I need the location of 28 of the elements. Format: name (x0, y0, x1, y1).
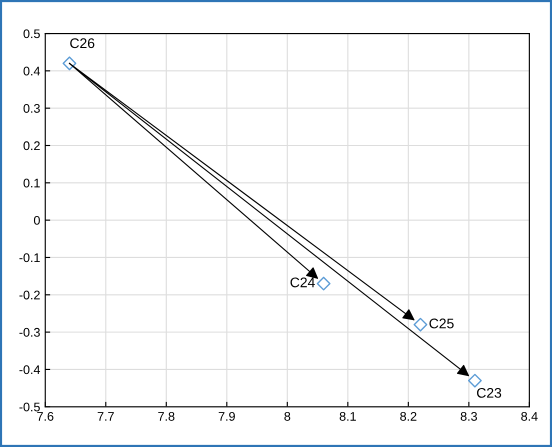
y-tick-label: 0.5 (24, 29, 40, 38)
x-tick-label: 8.4 (521, 412, 538, 421)
x-tick-label: 8 (284, 412, 290, 421)
x-tick-label: 8.3 (460, 412, 477, 421)
point (316, 276, 331, 291)
y-tick-label: -0.3 (19, 328, 40, 337)
x-tick-label: 7.7 (98, 412, 114, 421)
y-tick-label: -0.5 (19, 402, 40, 412)
x-tick-label: 8.1 (340, 412, 356, 421)
y-tick-label: -0.4 (19, 365, 40, 374)
y-tick-label: -0.1 (19, 253, 40, 262)
y-tick-label: 0.3 (24, 104, 40, 113)
x-tick-label: 8.2 (400, 412, 416, 421)
annotation: C24 (290, 277, 315, 288)
annotation: C25 (429, 318, 454, 328)
y-tick-label: 0.2 (24, 141, 40, 150)
y-tick-label: -0.2 (19, 290, 40, 300)
y-tick-label: 0.1 (24, 178, 40, 188)
x-tick-label: 7.9 (218, 412, 235, 421)
y-tick-label: 0 (34, 216, 40, 225)
point (62, 56, 76, 70)
y-tick-label: 0.4 (24, 66, 40, 76)
annotation: C26 (70, 38, 94, 48)
x-tick-label: 7.8 (158, 412, 174, 421)
annotation: C23 (477, 388, 502, 398)
x-tick-label: 7.6 (37, 412, 54, 421)
point (468, 374, 482, 388)
point (414, 318, 428, 332)
